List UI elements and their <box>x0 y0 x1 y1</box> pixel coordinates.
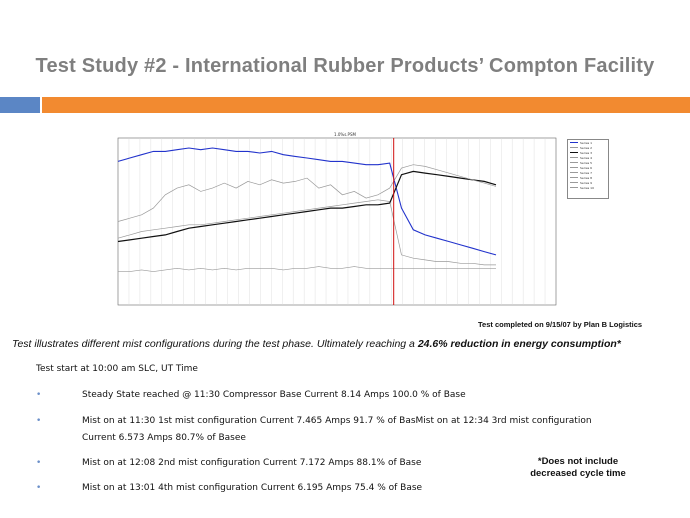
legend-entry: Series 5 <box>568 160 608 165</box>
legend-entry: Series 7 <box>568 170 608 175</box>
legend-label: Series 10 <box>580 185 594 190</box>
bullet-icon: • <box>36 390 42 400</box>
legend-swatch <box>570 162 578 163</box>
legend-label: Series 5 <box>580 160 593 165</box>
series-line-3 <box>117 170 497 243</box>
series-line-1 <box>117 147 497 256</box>
chart-legend: Series 1 Series 2 Series 3 Series 4 Series 5… <box>567 139 609 199</box>
line-chart <box>117 137 557 306</box>
legend-swatch <box>570 147 578 148</box>
series-line-5 <box>118 266 496 272</box>
footnote-line-1: *Does not include <box>537 456 619 467</box>
bullet-text-2a: Mist on at 11:30 1st mist configuration … <box>82 416 592 426</box>
accent-bar-blue <box>0 97 40 113</box>
legend-swatch <box>570 142 578 143</box>
legend-label: Series 3 <box>580 150 593 155</box>
completion-note: Test completed on 9/15/07 by Plan B Logi… <box>478 320 643 329</box>
legend-entry: Series 8 <box>568 175 608 180</box>
bullet-text-4: Mist on at 13:01 4th mist configuration … <box>82 483 423 493</box>
legend-swatch <box>570 187 578 188</box>
test-start-text: Test start at 10:00 am SLC, UT Time <box>36 364 198 374</box>
legend-label: Series 1 <box>580 140 593 145</box>
legend-swatch <box>570 167 578 168</box>
legend-label: Series 7 <box>580 170 593 175</box>
legend-label: Series 2 <box>580 145 593 150</box>
legend-entry: Series 10 <box>568 185 608 190</box>
legend-entry: Series 4 <box>568 155 608 160</box>
bullet-icon: • <box>36 416 42 426</box>
summary-main: Test illustrates different mist configur… <box>12 338 418 350</box>
legend-swatch <box>570 152 578 153</box>
accent-bar-orange <box>42 97 690 113</box>
bullet-icon: • <box>36 483 42 493</box>
legend-entry: Series 6 <box>568 165 608 170</box>
legend-label: Series 6 <box>580 165 593 170</box>
legend-label: Series 4 <box>580 155 593 160</box>
footnote: *Does not include decreased cycle time <box>520 456 636 480</box>
slide-title: Test Study #2 - International Rubber Pro… <box>35 55 655 77</box>
legend-label: Series 8 <box>580 175 593 180</box>
series-line-4 <box>117 164 497 222</box>
chart-area <box>86 130 606 320</box>
legend-label: Series 9 <box>580 180 593 185</box>
chart-title: 1.0%s.PSM <box>334 132 356 137</box>
bullet-text-1: Steady State reached @ 11:30 Compressor … <box>82 390 466 400</box>
legend-entry: Series 2 <box>568 145 608 150</box>
legend-swatch <box>570 177 578 178</box>
footnote-line-2: decreased cycle time <box>530 468 626 479</box>
legend-entry: Series 9 <box>568 180 608 185</box>
summary-text: Test illustrates different mist configur… <box>12 338 621 350</box>
summary-highlight: 24.6% reduction in energy consumption* <box>417 338 621 350</box>
legend-swatch <box>570 157 578 158</box>
series-line-2 <box>117 199 496 266</box>
bullet-text-2b: Current 6.573 Amps 80.7% of Basee <box>82 433 246 443</box>
legend-swatch <box>570 172 578 173</box>
bullet-icon: • <box>36 458 42 468</box>
bullet-text-3: Mist on at 12:08 2nd mist configuration … <box>82 458 422 468</box>
legend-swatch <box>570 182 578 183</box>
legend-entry: Series 1 <box>568 140 608 145</box>
legend-entry: Series 3 <box>568 150 608 155</box>
